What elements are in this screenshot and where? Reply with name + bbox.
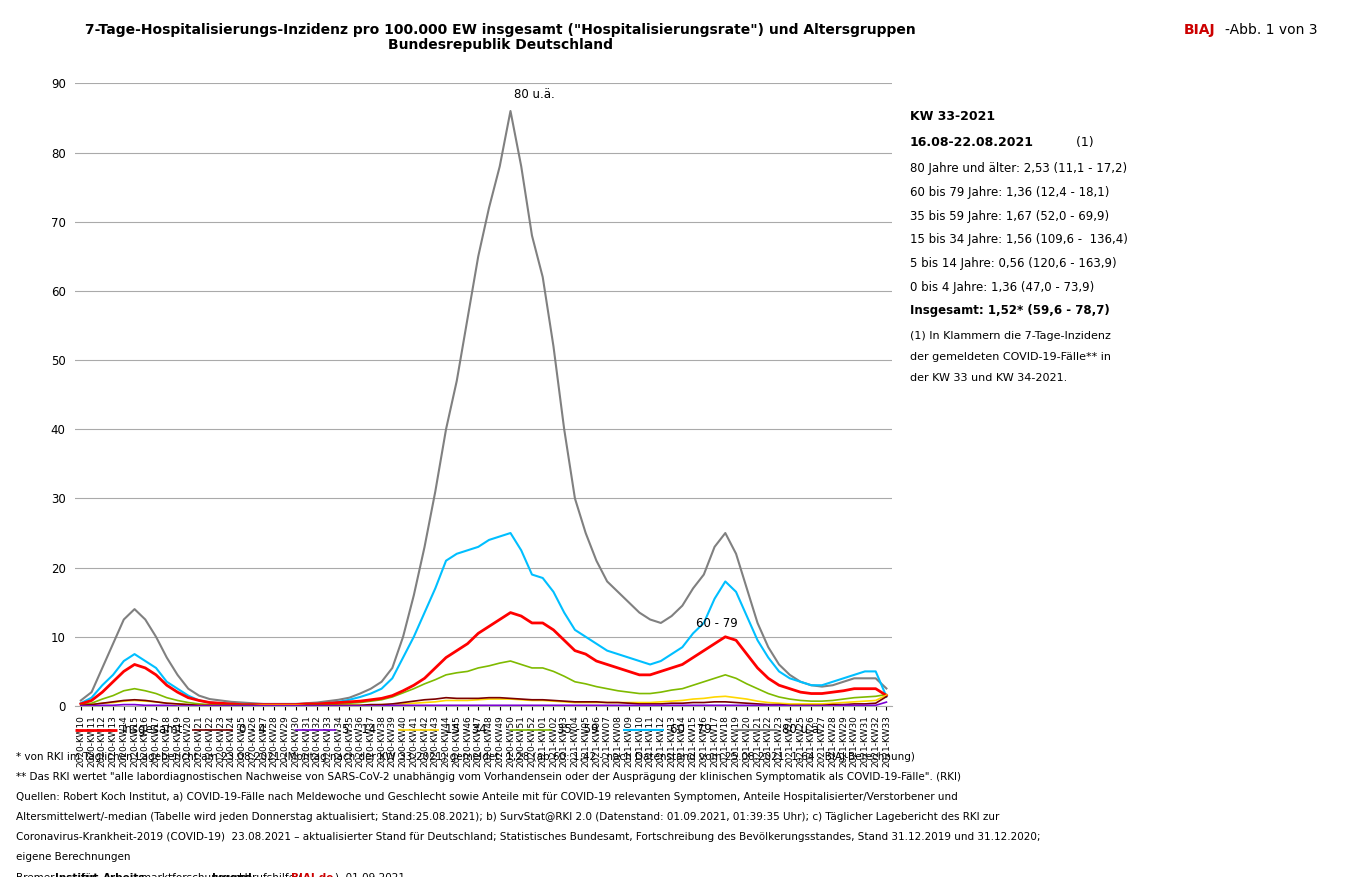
Text: 16.08-22.08.2021: 16.08-22.08.2021: [910, 136, 1033, 149]
Text: Coronavirus-Krankheit-2019 (COVID-19)  23.08.2021 – aktualisierter Stand für Deu: Coronavirus-Krankheit-2019 (COVID-19) 23…: [16, 832, 1041, 842]
Text: 80 u.ä.: 80 u.ä.: [782, 724, 823, 736]
Text: ** Das RKI wertet "alle labordiagnostischen Nachweise von SARS-CoV-2 unabhängig : ** Das RKI wertet "alle labordiagnostisc…: [16, 772, 962, 781]
Text: Arbeits: Arbeits: [103, 873, 145, 877]
Text: ), 01.09.2021: ), 01.09.2021: [335, 873, 405, 877]
Text: Jugend: Jugend: [211, 873, 252, 877]
Text: insgesamt: insgesamt: [122, 724, 184, 736]
Text: 35 bis 59 Jahre: 1,67 (52,0 - 69,9): 35 bis 59 Jahre: 1,67 (52,0 - 69,9): [910, 210, 1109, 223]
Text: marktforschung und: marktforschung und: [141, 873, 251, 877]
Text: 0 - 4: 0 - 4: [239, 724, 265, 736]
Text: Institut: Institut: [55, 873, 99, 877]
Text: 80 u.ä.: 80 u.ä.: [513, 88, 554, 101]
Text: für: für: [78, 873, 99, 877]
Text: 15 - 34: 15 - 34: [445, 724, 486, 736]
Text: 80 Jahre und älter: 2,53 (11,1 - 17,2): 80 Jahre und älter: 2,53 (11,1 - 17,2): [910, 162, 1126, 175]
Text: Bremer: Bremer: [16, 873, 58, 877]
Text: (1): (1): [1072, 136, 1093, 149]
Text: BIAJ: BIAJ: [1184, 23, 1216, 37]
Text: 60 - 79: 60 - 79: [670, 724, 711, 736]
Text: der KW 33 und KW 34-2021.: der KW 33 und KW 34-2021.: [910, 373, 1067, 382]
Text: Altersmittelwert/-median (Tabelle wird jeden Donnerstag aktualisiert; Stand:25.0: Altersmittelwert/-median (Tabelle wird j…: [16, 812, 1000, 822]
Text: 7-Tage-Hospitalisierungs-Inzidenz pro 100.000 EW insgesamt ("Hospitalisierungsra: 7-Tage-Hospitalisierungs-Inzidenz pro 10…: [85, 23, 916, 37]
Text: Insgesamt: 1,52* (59,6 - 78,7): Insgesamt: 1,52* (59,6 - 78,7): [910, 304, 1110, 317]
Text: 60 bis 79 Jahre: 1,36 (12,4 - 18,1): 60 bis 79 Jahre: 1,36 (12,4 - 18,1): [910, 186, 1109, 199]
Text: 60 - 79: 60 - 79: [697, 617, 738, 630]
Text: eigene Berechnungen: eigene Berechnungen: [16, 852, 130, 862]
Text: (1) In Klammern die 7-Tage-Inzidenz: (1) In Klammern die 7-Tage-Inzidenz: [910, 331, 1110, 340]
Text: * von RKI im Täglichen Lagebericht am 23.08.2021 (Montag nach der KW 33-2021) ge: * von RKI im Täglichen Lagebericht am 23…: [16, 752, 915, 761]
Text: der gemeldeten COVID-19-Fälle** in: der gemeldeten COVID-19-Fälle** in: [910, 352, 1111, 361]
Text: 0 bis 4 Jahre: 1,36 (47,0 - 73,9): 0 bis 4 Jahre: 1,36 (47,0 - 73,9): [910, 281, 1093, 294]
Text: Bundesrepublik Deutschland: Bundesrepublik Deutschland: [388, 38, 613, 52]
Text: Quellen: Robert Koch Institut, a) COVID-19-Fälle nach Meldewoche und Geschlecht : Quellen: Robert Koch Institut, a) COVID-…: [16, 792, 958, 802]
Text: 5 - 14: 5 - 14: [342, 724, 376, 736]
Text: 5 bis 14 Jahre: 0,56 (120,6 - 163,9): 5 bis 14 Jahre: 0,56 (120,6 - 163,9): [910, 257, 1117, 270]
Text: BIAJ.de: BIAJ.de: [291, 873, 333, 877]
Text: 15 bis 34 Jahre: 1,56 (109,6 -  136,4): 15 bis 34 Jahre: 1,56 (109,6 - 136,4): [910, 233, 1128, 246]
Text: berufshilfe (: berufshilfe (: [239, 873, 302, 877]
Text: 35 - 59: 35 - 59: [557, 724, 598, 736]
Text: -Abb. 1 von 3: -Abb. 1 von 3: [1225, 23, 1317, 37]
Text: KW 33-2021: KW 33-2021: [910, 110, 995, 123]
